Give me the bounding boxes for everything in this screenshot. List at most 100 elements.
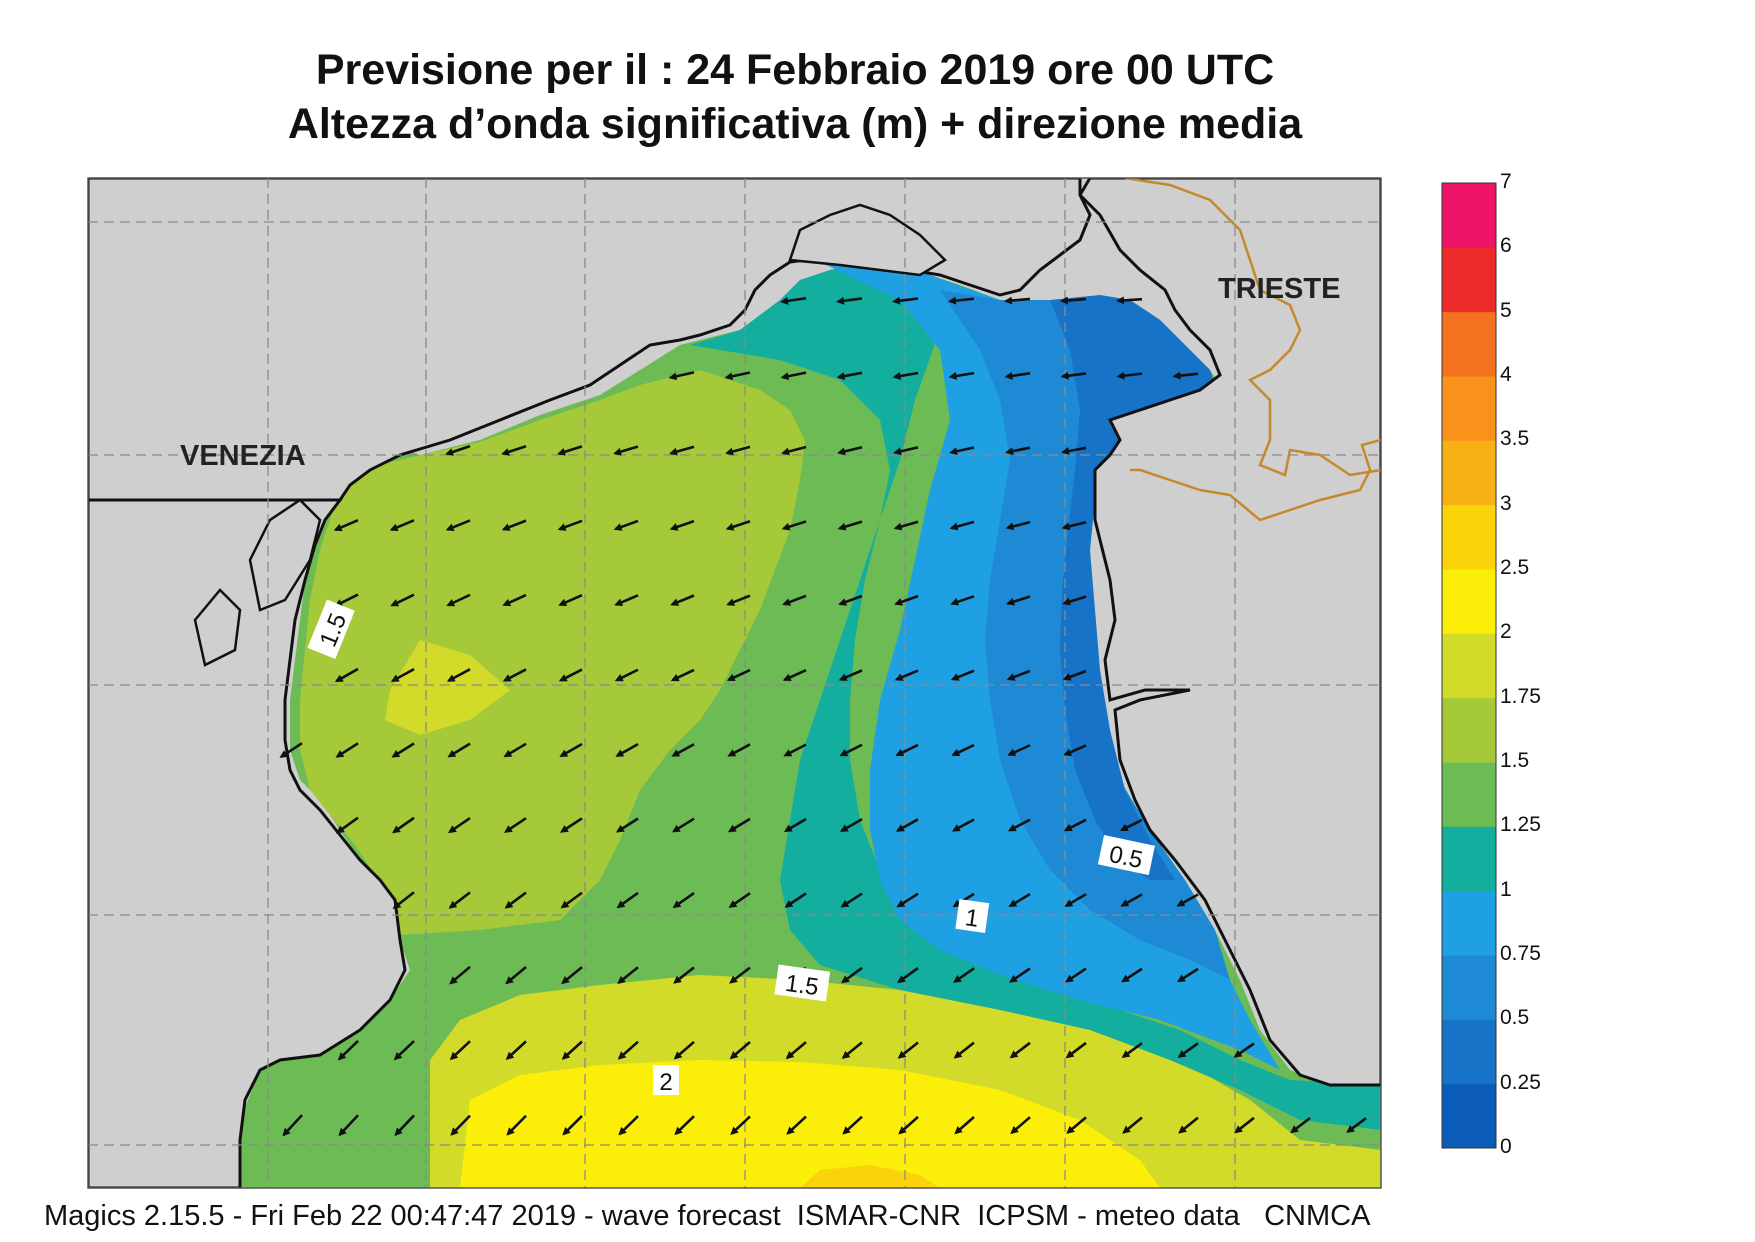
colorbar-tick-label: 4 bbox=[1500, 363, 1512, 386]
colorbar-swatch bbox=[1442, 633, 1496, 699]
wave-direction-arrow bbox=[894, 669, 919, 681]
colorbar-tick-label: 1.5 bbox=[1500, 749, 1530, 772]
wave-direction-arrow bbox=[892, 296, 919, 305]
wave-direction-arrow bbox=[1060, 371, 1087, 380]
wave-direction-arrow bbox=[562, 1114, 583, 1136]
wave-direction-arrow bbox=[836, 296, 863, 305]
colorbar-swatch bbox=[1442, 697, 1496, 763]
wave-direction-arrow bbox=[1116, 296, 1143, 305]
wave-direction-arrow bbox=[780, 296, 807, 305]
wave-direction-arrow bbox=[617, 1040, 639, 1060]
wave-direction-arrow bbox=[725, 445, 751, 456]
wave-direction-arrow bbox=[445, 444, 471, 456]
wave-direction-arrow bbox=[898, 1115, 919, 1135]
wave-direction-arrow bbox=[333, 518, 359, 532]
wave-direction-arrow bbox=[503, 742, 527, 758]
title-line-2: Altezza d’onda significativa (m) + direz… bbox=[287, 100, 1303, 148]
wave-direction-arrow bbox=[614, 668, 639, 682]
wave-direction-arrow bbox=[1006, 595, 1031, 606]
wave-direction-arrow bbox=[1176, 893, 1199, 907]
wave-direction-arrow bbox=[450, 1114, 471, 1136]
colorbar-tick-label: 3 bbox=[1500, 491, 1512, 515]
wave-direction-arrow bbox=[445, 519, 471, 531]
wave-direction-arrow bbox=[282, 1114, 303, 1137]
colorbar-swatch bbox=[1442, 376, 1496, 441]
wave-direction-arrow bbox=[725, 520, 751, 531]
wave-direction-arrow bbox=[1065, 967, 1087, 983]
colorbar-swatch bbox=[1442, 311, 1496, 377]
wave-direction-arrow bbox=[727, 743, 751, 757]
band-0-25 bbox=[1050, 295, 1220, 880]
wave-direction-arrow bbox=[1178, 1116, 1199, 1134]
wave-direction-arrow bbox=[673, 966, 695, 984]
band-1 bbox=[690, 262, 1381, 1130]
contour-label: 1.5 bbox=[784, 970, 821, 1001]
wave-direction-arrow bbox=[1005, 446, 1031, 456]
city-label-venezia: VENEZIA bbox=[180, 440, 306, 472]
band-south-2-5 bbox=[800, 1165, 940, 1188]
colorbar-tick-label: 1.25 bbox=[1500, 813, 1541, 837]
wave-direction-arrow bbox=[334, 593, 359, 607]
wave-direction-arrow bbox=[505, 965, 527, 985]
wave-direction-arrow bbox=[561, 1040, 583, 1060]
wave-direction-arrow bbox=[950, 595, 975, 606]
colorbar-tick-label: 0.25 bbox=[1500, 1070, 1541, 1094]
wave-direction-arrow bbox=[447, 742, 471, 758]
wave-direction-arrow bbox=[950, 669, 975, 681]
colorbar-tick-label: 0 bbox=[1500, 1135, 1512, 1158]
wave-direction-arrow bbox=[613, 445, 639, 456]
wave-direction-arrow bbox=[893, 446, 919, 456]
wave-direction-arrow bbox=[670, 594, 695, 606]
wave-direction-arrow bbox=[1120, 893, 1143, 907]
colorbar-swatch bbox=[1442, 569, 1496, 634]
wave-direction-arrow bbox=[559, 817, 583, 833]
wave-direction-arrow bbox=[726, 668, 751, 682]
wave-direction-arrow bbox=[1004, 296, 1031, 305]
wave-direction-arrow bbox=[784, 892, 807, 908]
land-east bbox=[1078, 178, 1381, 1087]
wave-direction-arrow bbox=[558, 593, 583, 607]
colorbar-border bbox=[1441, 182, 1497, 1149]
wave-direction-arrow bbox=[895, 743, 919, 757]
colorbar-swatch bbox=[1442, 1019, 1496, 1085]
wave-direction-arrow bbox=[1006, 669, 1031, 681]
wave-direction-arrow bbox=[729, 1041, 751, 1060]
wave-direction-arrow bbox=[560, 891, 583, 909]
footer-credits: Magics 2.15.5 - Fri Feb 22 00:47:47 2019… bbox=[44, 1200, 1371, 1232]
wave-direction-arrow bbox=[557, 519, 583, 531]
wave-direction-arrow bbox=[558, 668, 583, 682]
wave-direction-arrow bbox=[561, 966, 583, 985]
wave-direction-arrow bbox=[1116, 371, 1143, 380]
wave-direction-arrow bbox=[1177, 1042, 1199, 1058]
colorbar-tick-label: 3.5 bbox=[1500, 427, 1530, 451]
contour-label: 2 bbox=[659, 1069, 672, 1096]
wave-direction-arrow bbox=[449, 1040, 471, 1061]
colorbar-swatch bbox=[1442, 1083, 1496, 1149]
wave-direction-arrow bbox=[726, 594, 751, 606]
wave-direction-arrow bbox=[391, 742, 415, 758]
wave-direction-arrow bbox=[953, 967, 975, 983]
wave-direction-arrow bbox=[840, 892, 863, 908]
wave-direction-arrow bbox=[1005, 520, 1031, 531]
wave-direction-arrow bbox=[1061, 446, 1087, 455]
wave-direction-arrow bbox=[1066, 1116, 1087, 1134]
wave-direction-arrow bbox=[389, 519, 415, 532]
wave-direction-arrow bbox=[1121, 1042, 1143, 1059]
wave-direction-arrow bbox=[671, 817, 695, 833]
wave-direction-arrow bbox=[730, 1115, 751, 1135]
band-south-2 bbox=[460, 1060, 1160, 1188]
colorbar-swatch bbox=[1442, 955, 1496, 1020]
wave-direction-arrow bbox=[446, 668, 471, 682]
wave-direction-arrow bbox=[335, 742, 359, 758]
wave-direction-arrow bbox=[1234, 1116, 1255, 1134]
wave-direction-arrow bbox=[668, 371, 695, 381]
wave-direction-arrow bbox=[948, 371, 975, 380]
colorbar-tick-label: 7 bbox=[1500, 170, 1512, 193]
wave-direction-arrow bbox=[393, 1040, 415, 1061]
wave-direction-arrow bbox=[781, 445, 807, 456]
wave-direction-arrow bbox=[392, 816, 415, 834]
wave-direction-arrow bbox=[557, 445, 583, 456]
wave-direction-arrow bbox=[616, 891, 639, 909]
wave-direction-arrow bbox=[786, 1115, 807, 1135]
colorbar-legend bbox=[1441, 182, 1497, 1149]
